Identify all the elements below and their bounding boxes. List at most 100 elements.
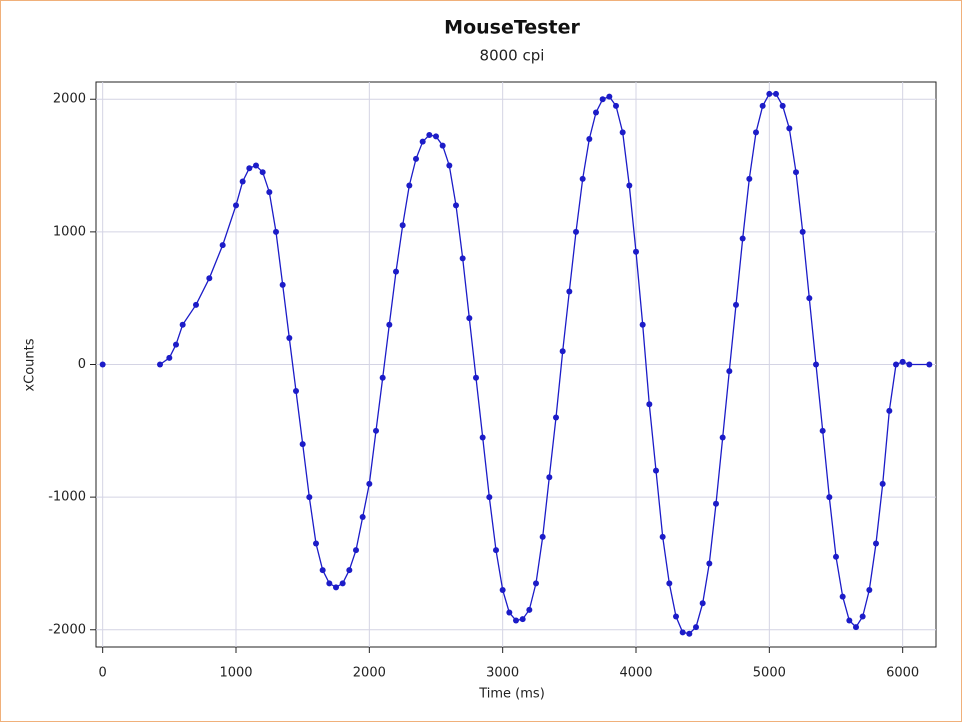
data-point [773,90,779,97]
x-axis-label: Time (ms) [478,687,545,702]
data-point [826,494,833,501]
data-point [526,606,533,613]
data-point [266,189,273,196]
data-point [566,288,573,295]
data-point [346,567,353,574]
data-point [659,533,666,540]
x-tick-label: 2000 [353,666,386,681]
data-point [479,434,486,441]
data-point [759,102,766,109]
data-point [613,102,619,109]
data-point [413,155,419,162]
data-point [626,182,633,189]
data-point [286,334,293,341]
data-point [646,401,653,408]
data-point [466,315,473,322]
data-point [473,374,479,381]
data-point [539,533,546,540]
data-point [393,268,399,275]
y-tick-label: 2000 [53,92,86,107]
data-point [606,93,613,100]
x-tick-label: 5000 [753,666,786,681]
x-tick-label: 6000 [886,666,919,681]
data-point [739,235,746,242]
data-point [399,222,406,229]
data-point [339,580,346,587]
data-point [699,600,706,607]
data-point [893,361,899,368]
data-point [353,547,359,554]
data-point [366,480,373,487]
data-point [379,374,386,381]
data-point [239,178,246,185]
data-point [846,617,853,624]
data-point [793,169,799,176]
data-point [306,494,313,501]
data-point [326,580,333,587]
data-point [926,361,933,368]
data-point [859,613,866,620]
data-point [873,540,879,547]
data-point [499,586,506,593]
data-point [506,609,513,616]
data-point [273,228,279,235]
data-point [766,90,773,97]
y-tick-label: -1000 [48,490,86,505]
x-tick-label: 1000 [219,666,252,681]
data-point [726,368,733,375]
data-point [193,301,199,308]
data-point [166,354,173,361]
data-point [319,567,326,574]
data-point [419,138,426,145]
data-point [819,427,826,434]
data-point [293,388,299,395]
data-point [806,295,813,302]
data-point [546,474,553,481]
y-tick-label: 0 [78,357,86,372]
y-tick-label: 1000 [53,224,86,239]
data-point [706,560,713,567]
chart-title: MouseTester [444,17,580,39]
data-point [373,427,379,434]
data-point [693,624,699,631]
data-point [886,407,893,414]
data-point [333,584,339,591]
data-point [406,182,413,189]
x-tick-label: 0 [99,666,107,681]
data-point [299,441,306,448]
data-point [253,162,259,169]
x-tick-label: 3000 [486,666,519,681]
data-point [673,613,679,620]
y-tick-label: -2000 [48,622,86,637]
data-point [533,580,539,587]
data-point [233,202,239,209]
data-point [686,630,693,637]
data-point [259,169,266,176]
data-point [486,494,493,501]
data-point [599,96,606,103]
data-point [633,248,639,255]
data-point [866,586,873,593]
data-point [313,540,319,547]
data-point [653,467,659,474]
data-point [179,321,186,328]
data-point [679,629,686,636]
data-point [666,580,673,587]
data-point [586,136,593,143]
data-point [446,162,453,169]
x-tick-label: 4000 [619,666,652,681]
data-point [813,361,819,368]
data-point [573,228,579,235]
chart-subtitle: 8000 cpi [480,47,545,65]
data-point [619,129,626,136]
data-point [206,275,213,282]
data-point [173,341,179,348]
data-point [246,165,253,172]
y-axis-label: xCounts [23,338,38,391]
data-point [359,514,366,521]
data-point [459,255,466,262]
data-point [386,321,393,328]
data-point [733,301,739,308]
data-point [779,102,786,109]
